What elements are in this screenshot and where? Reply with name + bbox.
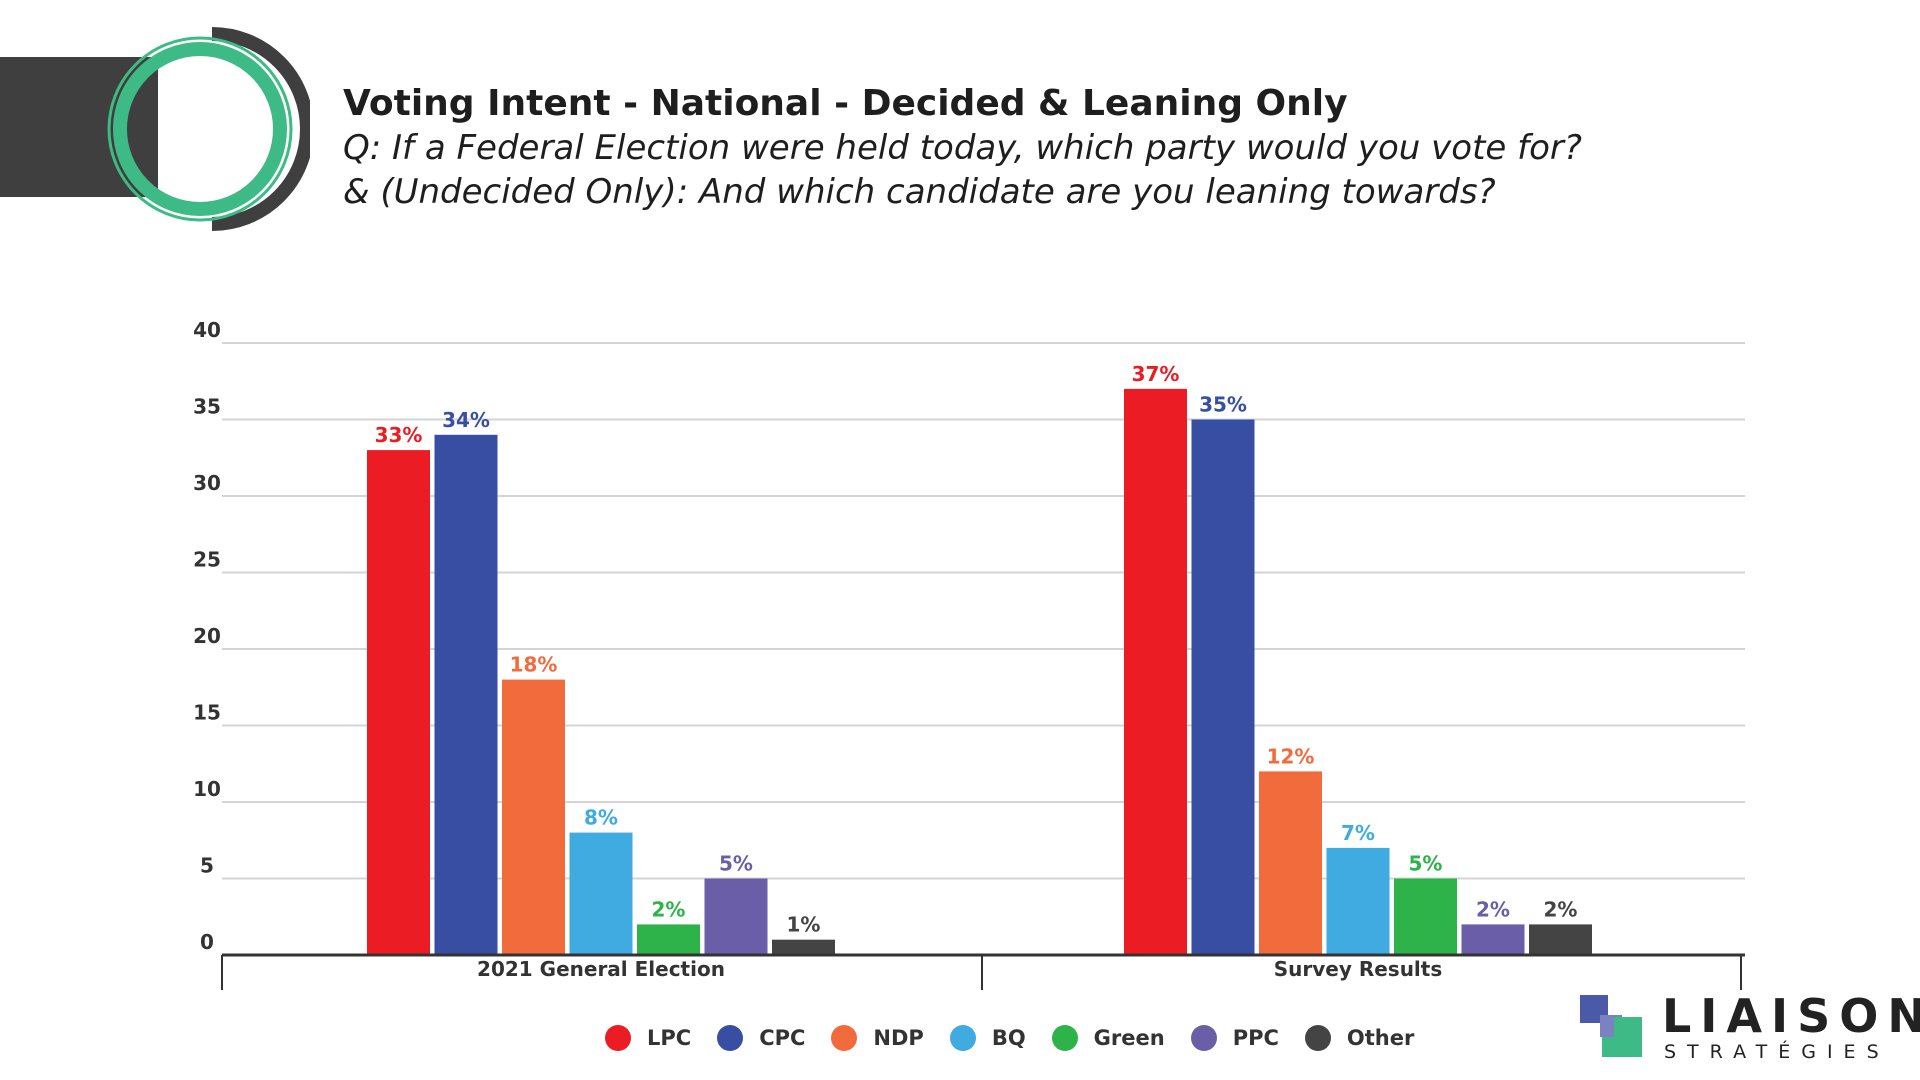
bar-cpc-0 (434, 434, 498, 955)
y-tick-label: 20 (193, 624, 221, 648)
legend-swatch (1304, 1025, 1331, 1051)
y-tick-label: 30 (193, 471, 221, 495)
legend-label: LPC (647, 1026, 692, 1050)
y-tick-label: 15 (193, 701, 221, 725)
page-title: Voting Intent - National - Decided & Lea… (343, 83, 1348, 124)
legend-label: BQ (991, 1026, 1026, 1050)
legend-swatch (717, 1025, 744, 1051)
data-label: 2% (652, 897, 686, 921)
x-category-label: 2021 General Election (477, 957, 725, 981)
logo-subtitle: STRATÉGIES (1664, 1041, 1890, 1063)
data-label: 18% (510, 653, 558, 677)
header-ring-icon (107, 27, 310, 231)
chart-legend: LPC CPC NDP BQ Green PPC Other (605, 1025, 1440, 1051)
data-label: 2% (1544, 897, 1578, 921)
bar-green-1 (1394, 878, 1457, 955)
legend-swatch (1190, 1025, 1217, 1051)
bar-bq-0 (569, 832, 633, 955)
legend-item-lpc: LPC (605, 1025, 691, 1051)
bar-other-1 (1529, 924, 1592, 955)
data-label: 34% (442, 408, 490, 432)
bar-ndp-0 (502, 679, 565, 955)
data-label: 5% (1409, 852, 1443, 876)
question-line-2: & (Undecided Only): And which candidate … (343, 172, 1496, 212)
legend-item-cpc: CPC (717, 1025, 805, 1051)
x-category-label: Survey Results (1274, 957, 1443, 981)
legend-label: Green (1093, 1026, 1165, 1050)
logo-mark-icon (1580, 995, 1642, 1057)
y-tick-label: 10 (193, 777, 221, 801)
legend-item-ppc: PPC (1190, 1025, 1279, 1051)
bar-ppc-0 (704, 878, 768, 955)
y-tick-label: 0 (200, 930, 214, 954)
liaison-logo: LIAISON STRATÉGIES (1580, 989, 1920, 1065)
data-label: 12% (1267, 744, 1315, 768)
y-tick-label: 35 (193, 395, 221, 419)
legend-label: NDP (873, 1026, 924, 1050)
question-line-1: Q: If a Federal Election were held today… (343, 128, 1582, 168)
data-label: 2% (1476, 897, 1510, 921)
legend-swatch (949, 1025, 976, 1051)
legend-label: CPC (759, 1026, 806, 1050)
bar-other-0 (772, 939, 835, 955)
legend-swatch (1051, 1025, 1078, 1051)
data-label: 8% (584, 806, 618, 830)
y-tick-label: 40 (193, 318, 221, 342)
bar-ndp-1 (1259, 771, 1322, 955)
logo-wordmark: LIAISON (1662, 989, 1920, 1043)
legend-item-other: Other (1304, 1025, 1415, 1051)
legend-item-bq: BQ (949, 1025, 1026, 1051)
y-tick-label: 5 (200, 854, 214, 878)
bar-ppc-1 (1461, 924, 1525, 955)
bar-cpc-1 (1191, 419, 1255, 955)
header: Voting Intent - National - Decided & Lea… (343, 82, 1582, 214)
bar-lpc-1 (1124, 388, 1187, 955)
legend-label: PPC (1232, 1026, 1279, 1050)
legend-swatch (831, 1025, 858, 1051)
data-label: 35% (1199, 393, 1247, 417)
legend-item-green: Green (1051, 1025, 1165, 1051)
data-label: 37% (1132, 362, 1180, 386)
legend-item-ndp: NDP (831, 1025, 924, 1051)
bar-lpc-0 (367, 450, 430, 955)
data-label: 1% (787, 913, 821, 937)
bar-bq-1 (1326, 847, 1390, 955)
data-label: 33% (375, 423, 423, 447)
y-tick-label: 25 (193, 548, 221, 572)
legend-label: Other (1346, 1026, 1415, 1050)
data-label: 7% (1341, 821, 1375, 845)
data-label: 5% (719, 852, 753, 876)
bar-green-0 (637, 924, 700, 955)
legend-swatch (605, 1025, 631, 1051)
